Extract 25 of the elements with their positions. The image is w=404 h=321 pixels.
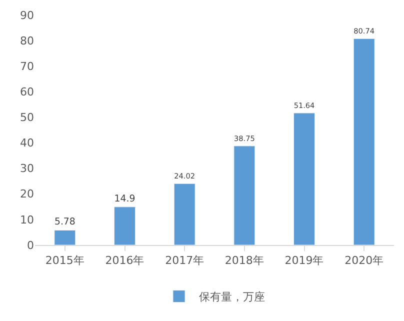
bar: [54, 230, 76, 245]
bar: [234, 146, 256, 245]
bar: [114, 206, 136, 245]
x-tick-label: 2017年: [165, 254, 204, 268]
x-tick-label: 2016年: [105, 254, 144, 268]
y-tick-label: 0: [27, 238, 34, 252]
y-tick-label: 20: [20, 188, 34, 201]
legend-label: 保有量，万座: [199, 290, 265, 304]
bar: [174, 183, 196, 245]
data-label: 14.9: [114, 193, 136, 204]
bar: [294, 112, 315, 245]
bar: [353, 38, 375, 245]
data-label: 5.78: [54, 216, 76, 228]
y-tick-label: 90: [20, 8, 34, 22]
y-tick-label: 60: [20, 86, 34, 99]
y-tick-label: 40: [20, 136, 34, 150]
x-tick-label: 2020年: [344, 254, 384, 268]
x-tick-label: 2018年: [224, 254, 264, 268]
x-tick-label: 2019年: [284, 254, 324, 268]
x-tick-label: 2015年: [45, 254, 84, 268]
y-tick-label: 10: [20, 213, 34, 226]
y-tick-label: 50: [20, 111, 34, 124]
y-tick-label: 80: [20, 34, 34, 48]
y-tick-label: 30: [20, 162, 34, 176]
y-tick-label: 70: [20, 60, 34, 73]
